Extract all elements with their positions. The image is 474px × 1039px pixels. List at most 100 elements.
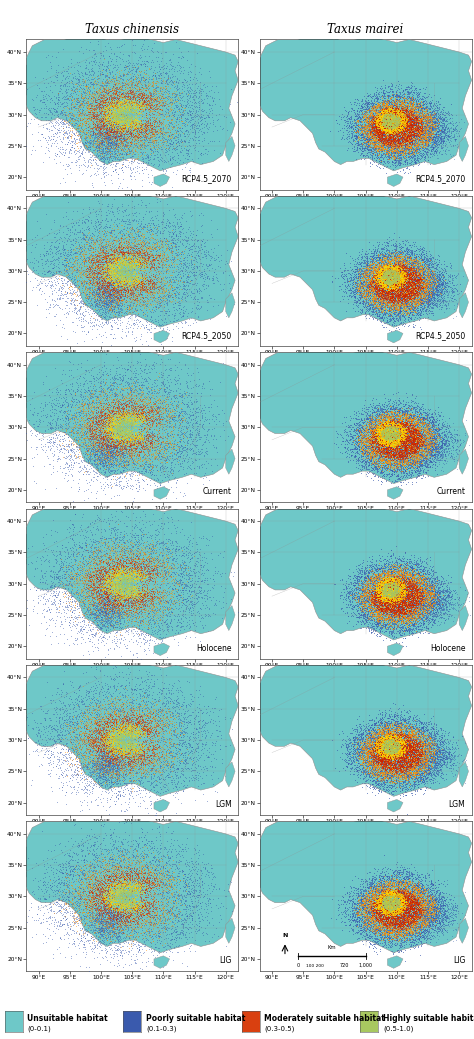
Point xyxy=(383,136,391,153)
Point xyxy=(436,753,444,770)
Point xyxy=(383,615,391,632)
Point xyxy=(73,443,80,459)
Point xyxy=(133,256,141,272)
Point xyxy=(145,896,153,912)
Point xyxy=(354,576,362,592)
Point xyxy=(405,292,412,309)
Point xyxy=(421,911,429,928)
Point xyxy=(395,262,403,278)
Point xyxy=(403,929,410,945)
Point xyxy=(390,445,397,461)
Point xyxy=(131,426,139,443)
Point xyxy=(359,415,366,431)
Point xyxy=(133,847,140,863)
Point xyxy=(399,724,406,741)
Point xyxy=(74,462,82,479)
Point xyxy=(70,561,78,578)
Point xyxy=(388,745,395,762)
Point xyxy=(405,136,413,153)
Point xyxy=(438,118,446,135)
Point xyxy=(133,101,141,117)
Point xyxy=(386,432,394,449)
Point xyxy=(376,593,384,610)
Point xyxy=(110,743,118,760)
Point xyxy=(383,259,391,275)
Point xyxy=(379,891,386,908)
Point xyxy=(373,304,380,321)
Point xyxy=(121,279,129,296)
Point xyxy=(385,749,392,766)
Point xyxy=(384,426,392,443)
Point xyxy=(405,606,413,622)
Point xyxy=(124,263,132,279)
Point xyxy=(92,101,100,117)
Point xyxy=(121,249,129,266)
Point xyxy=(421,289,429,305)
Point xyxy=(95,887,103,904)
Point xyxy=(390,266,398,283)
Point xyxy=(148,904,155,921)
Point xyxy=(425,117,432,134)
Point xyxy=(96,576,104,592)
Point xyxy=(431,133,439,150)
Point xyxy=(419,563,427,580)
Point xyxy=(151,708,158,724)
Point xyxy=(142,270,150,287)
Point xyxy=(87,275,94,292)
Point xyxy=(430,271,438,288)
Point xyxy=(67,285,75,301)
Point xyxy=(110,441,118,457)
Point xyxy=(117,250,124,267)
Point xyxy=(117,635,124,651)
Point xyxy=(396,116,403,133)
Point xyxy=(105,301,112,318)
Point xyxy=(154,457,161,474)
Point xyxy=(404,100,411,116)
Point xyxy=(431,110,438,127)
Point xyxy=(405,127,412,143)
Point xyxy=(418,129,426,145)
Point xyxy=(429,742,437,758)
Point xyxy=(418,290,426,307)
Point xyxy=(392,732,399,749)
Point xyxy=(383,888,391,905)
Point xyxy=(388,153,396,169)
Point xyxy=(120,871,128,887)
Point xyxy=(190,595,198,612)
Point xyxy=(63,285,71,301)
Point xyxy=(388,612,395,629)
Point xyxy=(142,615,150,632)
Point xyxy=(412,114,420,131)
Point xyxy=(396,744,404,761)
Point xyxy=(397,928,405,944)
Point xyxy=(399,122,406,138)
Point xyxy=(125,576,133,592)
Point xyxy=(72,100,79,116)
Point xyxy=(99,902,106,918)
Point xyxy=(401,426,409,443)
Point xyxy=(116,574,124,590)
Point xyxy=(105,415,113,431)
Point xyxy=(445,114,453,131)
Point xyxy=(390,574,398,590)
Point xyxy=(100,797,107,814)
Point xyxy=(383,287,391,303)
Point xyxy=(398,577,405,593)
Point xyxy=(180,778,187,795)
Point xyxy=(105,537,113,554)
Point xyxy=(390,762,398,778)
Point xyxy=(91,418,98,434)
Point xyxy=(399,568,407,585)
Point xyxy=(395,895,403,911)
Point xyxy=(380,408,388,425)
Point xyxy=(425,275,433,292)
Point xyxy=(380,566,388,583)
Point xyxy=(91,860,98,877)
Point xyxy=(375,302,383,319)
Point xyxy=(403,603,410,619)
Point xyxy=(370,259,377,275)
Point xyxy=(130,902,138,918)
Point xyxy=(131,158,138,175)
Point xyxy=(124,903,131,920)
Point xyxy=(373,270,381,287)
